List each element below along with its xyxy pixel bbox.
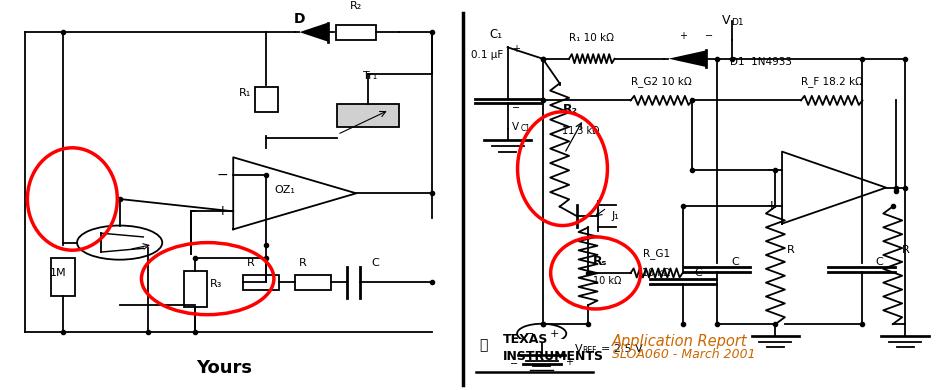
Text: R₂: R₂ <box>563 103 578 116</box>
Text: R: R <box>902 245 910 255</box>
FancyBboxPatch shape <box>183 271 207 307</box>
Text: R₂: R₂ <box>350 1 363 11</box>
Text: 0.1 μF: 0.1 μF <box>471 50 503 60</box>
FancyBboxPatch shape <box>51 258 75 296</box>
Text: −: − <box>217 168 229 182</box>
Text: R: R <box>248 259 255 268</box>
Text: R: R <box>299 259 307 268</box>
Text: C: C <box>371 259 379 268</box>
Text: = 2.5 V: = 2.5 V <box>602 344 643 354</box>
FancyBboxPatch shape <box>243 275 279 290</box>
Text: Tr₁: Tr₁ <box>363 71 378 81</box>
Text: −: − <box>512 103 520 113</box>
Text: R_G2 10 kΩ: R_G2 10 kΩ <box>631 76 692 87</box>
FancyBboxPatch shape <box>295 275 330 290</box>
Text: OZ₁: OZ₁ <box>275 184 296 195</box>
Text: C₁: C₁ <box>490 28 503 41</box>
Text: +: + <box>512 44 520 54</box>
Text: R₁: R₁ <box>238 88 251 98</box>
Text: 1M: 1M <box>50 268 66 278</box>
Text: C: C <box>694 268 701 278</box>
Text: V: V <box>512 122 519 132</box>
Text: V: V <box>575 344 583 354</box>
Text: D1: D1 <box>731 18 744 27</box>
Text: Yours: Yours <box>195 359 251 377</box>
Text: R₁ 10 kΩ: R₁ 10 kΩ <box>569 33 614 43</box>
Text: Rₛ: Rₛ <box>593 255 607 268</box>
Text: C1: C1 <box>521 124 530 133</box>
Text: C: C <box>731 257 738 267</box>
Text: −: − <box>510 359 518 369</box>
FancyBboxPatch shape <box>254 87 278 112</box>
Text: REF: REF <box>583 346 597 355</box>
Polygon shape <box>668 50 706 67</box>
Circle shape <box>517 324 567 344</box>
Text: D1  1N4933: D1 1N4933 <box>730 57 792 67</box>
Text: −: − <box>766 163 777 177</box>
Text: C: C <box>876 257 884 267</box>
FancyBboxPatch shape <box>336 25 376 40</box>
Text: Application Report: Application Report <box>612 334 747 349</box>
Text: R_F 18.2 kΩ: R_F 18.2 kΩ <box>801 76 864 87</box>
Text: −: − <box>705 31 714 41</box>
Text: D: D <box>293 12 306 26</box>
Text: 10 kΩ: 10 kΩ <box>642 268 670 278</box>
Text: R₃: R₃ <box>210 279 222 289</box>
Text: R_G1: R_G1 <box>642 248 670 259</box>
Text: INSTRUMENTS: INSTRUMENTS <box>503 350 604 363</box>
Text: ⛩: ⛩ <box>480 338 488 352</box>
Text: 10 kΩ: 10 kΩ <box>593 275 622 285</box>
Text: SLOA060 - March 2001: SLOA060 - March 2001 <box>612 348 755 361</box>
Text: −: − <box>525 329 534 339</box>
Text: J₁: J₁ <box>612 211 620 221</box>
Text: +: + <box>566 357 573 367</box>
Text: 11.3 kΩ: 11.3 kΩ <box>563 126 600 136</box>
Circle shape <box>77 225 162 260</box>
FancyBboxPatch shape <box>337 104 399 127</box>
Text: TEXAS: TEXAS <box>503 333 549 346</box>
Text: +: + <box>549 329 559 339</box>
FancyBboxPatch shape <box>476 339 588 385</box>
Text: +: + <box>679 31 687 41</box>
Text: V: V <box>721 14 730 27</box>
Text: +: + <box>766 199 777 213</box>
Text: +: + <box>217 204 229 218</box>
Polygon shape <box>300 23 327 42</box>
Text: R: R <box>787 245 794 255</box>
